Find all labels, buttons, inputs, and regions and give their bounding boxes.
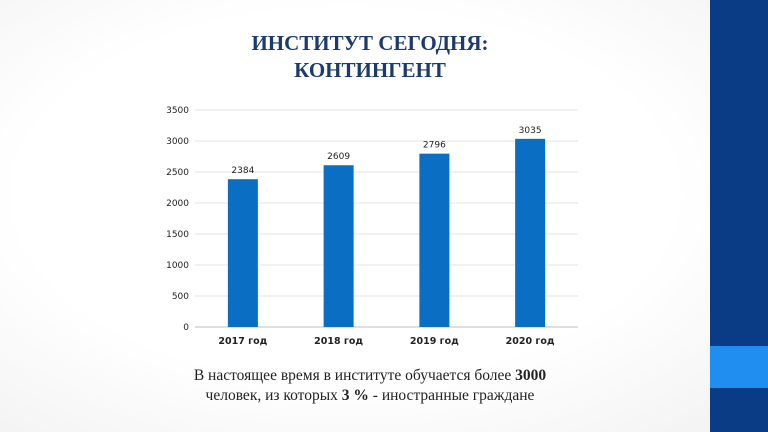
y-tick-label: 3000 — [166, 137, 189, 147]
category-label: 2018 год — [314, 336, 363, 347]
caption-line-1-text: В настоящее время в институте обучается … — [193, 367, 516, 384]
slide-title: ИНСТИТУТ СЕГОДНЯ: КОНТИНГЕНТ — [0, 30, 740, 84]
data-label: 2609 — [327, 152, 350, 162]
category-label: 2020 год — [506, 336, 555, 347]
y-axis-ticks: 0 500 1000 1500 2000 2500 3000 3500 — [166, 106, 189, 333]
bar — [323, 165, 354, 327]
title-line-1: ИНСТИТУТ СЕГОДНЯ: — [251, 31, 489, 55]
caption-line-1-bold: 3000 — [515, 367, 547, 384]
y-tick-label: 1000 — [166, 261, 189, 271]
bar-chart: 0 500 1000 1500 2000 2500 3000 3500 2384 2609 279… — [166, 106, 578, 347]
category-label: 2019 год — [410, 336, 459, 347]
caption-line-2: человек, из которых 3 % - иностранные гр… — [0, 386, 740, 406]
caption-line-2-end: - иностранные граждане — [368, 387, 535, 404]
bar — [515, 138, 546, 327]
y-tick-label: 1500 — [166, 230, 189, 240]
y-tick-label: 2500 — [166, 168, 189, 178]
data-labels: 2384 2609 2796 3035 — [231, 126, 541, 176]
caption-line-2-text: человек, из которых — [205, 387, 342, 404]
title-line-2: КОНТИНГЕНТ — [294, 58, 446, 82]
category-labels: 2017 год 2018 год 2019 год 2020 год — [218, 336, 554, 347]
y-tick-label: 3500 — [166, 106, 189, 116]
category-label: 2017 год — [218, 336, 267, 347]
y-tick-label: 0 — [183, 323, 189, 333]
bar — [419, 153, 450, 327]
bars — [227, 138, 546, 327]
grid-lines — [195, 109, 578, 328]
data-label: 2796 — [423, 141, 446, 151]
side-accent — [710, 346, 768, 388]
y-tick-label: 2000 — [166, 199, 189, 209]
data-label: 3035 — [519, 126, 542, 136]
data-label: 2384 — [231, 166, 254, 176]
caption: В настоящее время в институте обучается … — [0, 366, 740, 406]
y-tick-label: 500 — [172, 292, 189, 302]
bar — [227, 179, 258, 327]
caption-line-1: В настоящее время в институте обучается … — [0, 366, 740, 386]
caption-line-2-bold: 3 % — [341, 387, 369, 404]
